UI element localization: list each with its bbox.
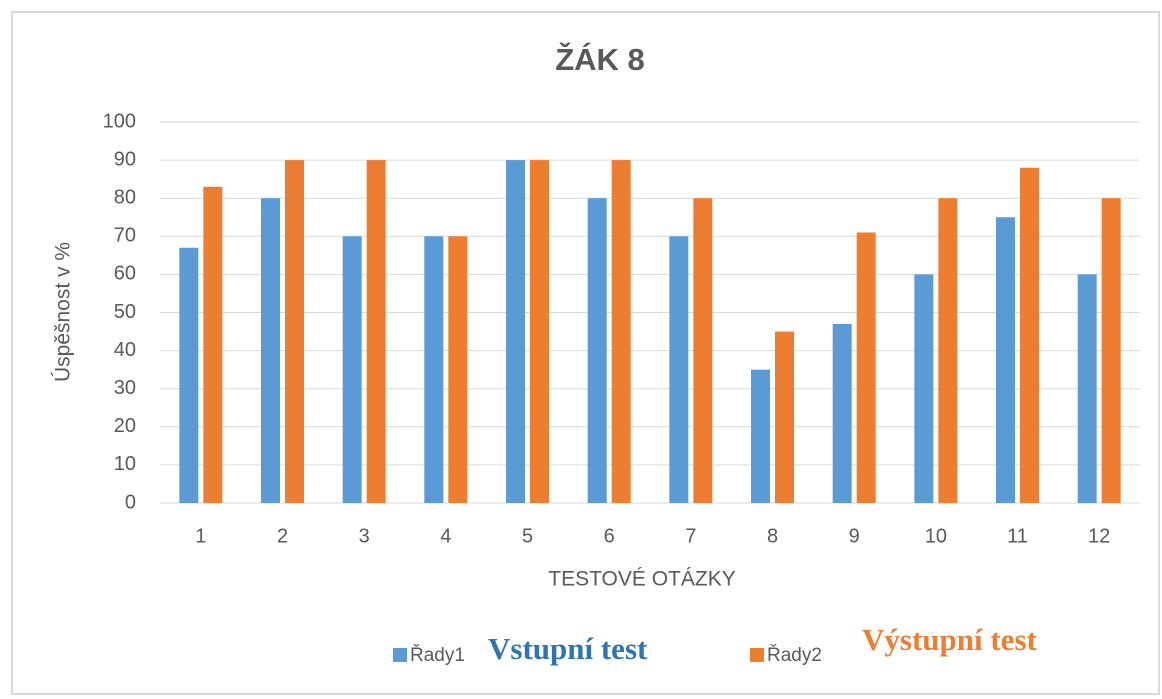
- bar: [669, 236, 689, 504]
- bar: [448, 236, 468, 504]
- x-tick-label: 6: [604, 525, 615, 547]
- annotation: Výstupní test: [862, 622, 1038, 657]
- x-tick-label: 9: [849, 525, 860, 547]
- bar: [285, 160, 304, 503]
- bar: [996, 217, 1015, 503]
- x-tick-label: 5: [522, 525, 533, 547]
- chart-border: [11, 11, 1160, 695]
- bar: [179, 247, 199, 503]
- annotation: Vstupní test: [488, 631, 648, 666]
- y-tick-label: 30: [114, 377, 136, 399]
- y-tick-label: 90: [114, 148, 136, 170]
- x-tick-label: 7: [685, 525, 696, 547]
- legend-swatch: [750, 648, 764, 662]
- bar: [261, 198, 280, 503]
- bar: [775, 331, 794, 503]
- y-tick-label: 70: [114, 225, 136, 247]
- bar: [1077, 274, 1097, 503]
- x-tick-label: 11: [1007, 525, 1028, 547]
- bar: [530, 160, 549, 503]
- y-axis-label: Úspěšnost v %: [52, 242, 75, 382]
- x-tick-label: 12: [1088, 525, 1110, 547]
- bar: [693, 198, 713, 503]
- y-tick-label: 80: [114, 186, 136, 208]
- bar: [1020, 167, 1039, 503]
- y-tick-label: 100: [103, 110, 136, 132]
- y-tick-label: 0: [125, 491, 136, 513]
- x-tick-label: 1: [195, 525, 206, 547]
- bar: [203, 186, 223, 503]
- bar: [856, 232, 876, 504]
- bar: [366, 160, 386, 503]
- x-tick-label: 8: [767, 525, 778, 547]
- x-tick-label: 2: [277, 525, 288, 547]
- y-tick-label: 40: [114, 339, 136, 361]
- y-tick-label: 60: [114, 263, 136, 285]
- chart-title: ŽÁK 8: [555, 41, 645, 77]
- bar: [587, 198, 607, 503]
- bar: [342, 236, 362, 504]
- x-tick-label: 3: [359, 525, 370, 547]
- bar: [751, 369, 770, 503]
- y-tick-label: 20: [114, 415, 136, 437]
- bar: [611, 160, 631, 503]
- bar: [938, 198, 958, 503]
- bar: [506, 160, 525, 503]
- bar: [1101, 198, 1121, 503]
- bar: [832, 323, 852, 503]
- y-tick-label: 50: [114, 301, 136, 323]
- x-axis-label: TESTOVÉ OTÁZKY: [548, 568, 735, 591]
- y-tick-label: 10: [114, 453, 136, 475]
- bar: [914, 274, 934, 503]
- bar: [424, 236, 444, 504]
- x-tick-label: 4: [440, 525, 451, 547]
- legend-label: Řady2: [767, 644, 822, 666]
- x-tick-label: 10: [925, 525, 947, 547]
- legend-label: Řady1: [410, 644, 465, 666]
- legend-swatch: [393, 648, 407, 662]
